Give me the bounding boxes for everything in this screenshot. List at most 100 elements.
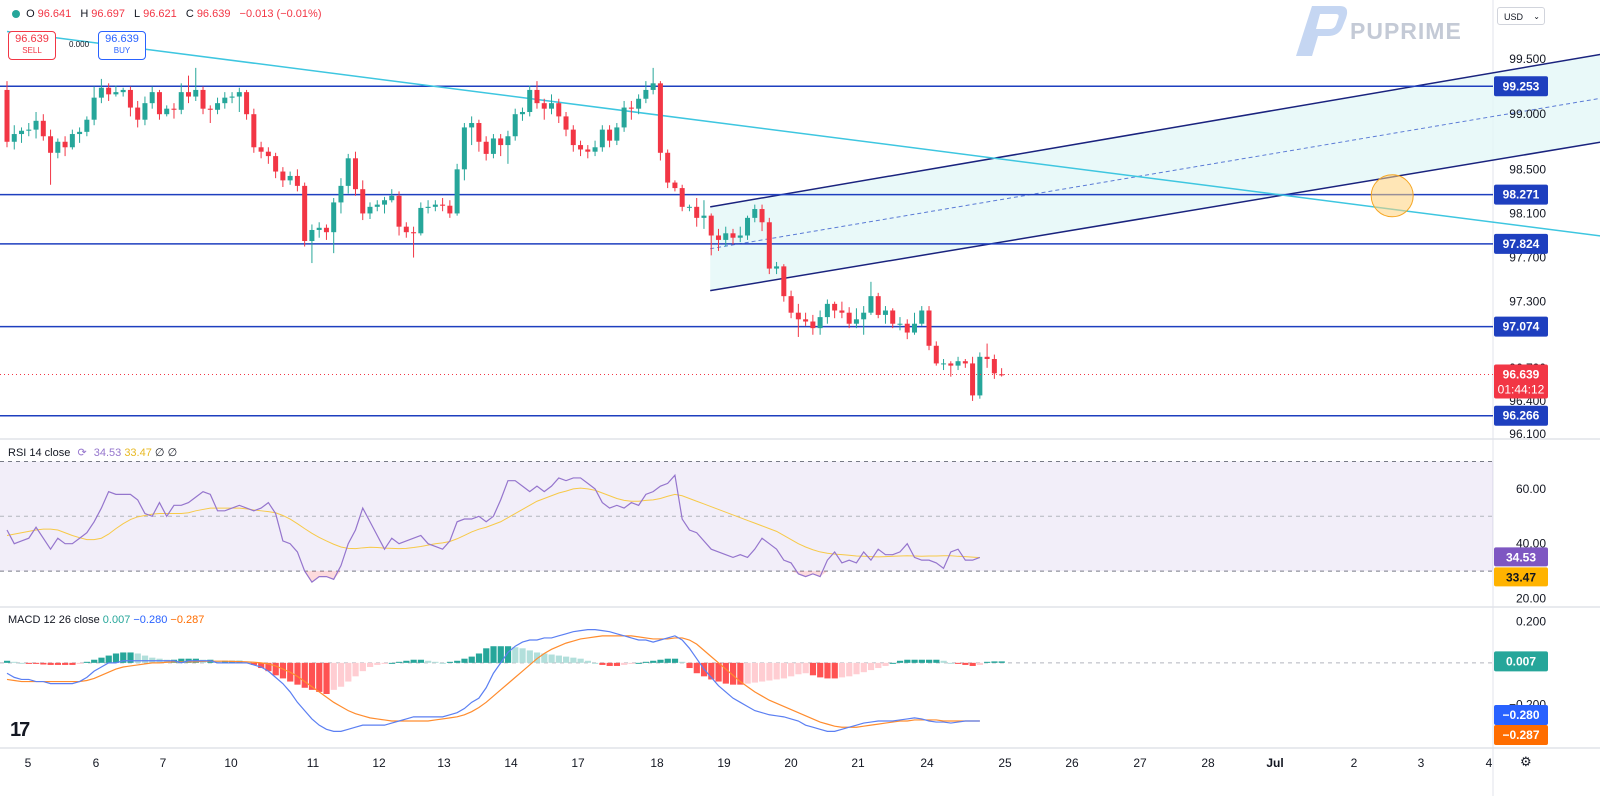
rsi-value-tag-label: 34.53 [1506,550,1536,564]
macd-histogram-bar [831,662,838,679]
time-tick-label: 13 [437,756,451,770]
macd-histogram-bar [221,660,228,663]
candle-body [715,235,721,240]
macd-histogram-bar [337,662,345,687]
settings-gear-icon[interactable]: ⚙ [1520,754,1532,769]
candle-body [853,319,859,324]
macd-histogram-bar [134,653,141,663]
ohlc-open: O 96.641 [26,8,72,20]
candle-body [418,207,424,234]
candle-body [621,107,627,128]
candle-body [287,175,293,181]
buy-button[interactable]: 96.639 BUY [98,31,146,60]
macd-histogram-bar [127,652,134,663]
macd-histogram-bar [533,652,541,663]
brand-logo: PUPRIME [1290,4,1480,58]
candle-body [570,129,576,146]
macd-histogram-bar [846,662,853,677]
candle-body [171,108,177,110]
macd-histogram-bar [475,653,483,663]
macd-histogram-bar [875,662,882,669]
time-tick-label: 24 [920,756,934,770]
macd-histogram-bar [911,659,918,663]
currency-selector[interactable]: USD ⌄ [1497,7,1545,25]
channel-upper-line [710,53,1600,208]
candle-body [454,169,460,214]
macd-histogram-bar [410,659,417,663]
tradingview-logo-icon[interactable]: 17 [10,719,30,741]
macd-histogram-bar [860,662,867,673]
rsi-legend: RSI 14 close ⟳ 34.53 33.47 ∅ ∅ [8,446,177,459]
time-tick-label: Jul [1266,756,1283,770]
macd-histogram-bar [802,662,809,674]
macd-histogram-bar [715,662,722,682]
level-tag-label: 96.266 [1503,409,1540,423]
ohlc-high: H 96.697 [80,8,125,20]
macd-histogram-bar [279,662,287,679]
candle-body [48,136,54,153]
macd-histogram-bar [178,658,185,663]
candle-body [549,103,554,109]
macd-histogram-bar [613,662,621,666]
macd-histogram-bar [766,662,773,681]
candle-body [599,129,605,148]
candle-body [759,209,765,223]
candle-body [200,89,206,109]
candle-body [832,303,838,311]
candle-body [810,321,816,329]
macd-title-label: MACD 12 26 close [8,614,100,626]
candle-body [672,182,678,189]
macd-histogram-bar [76,662,83,664]
macd-histogram-bar [882,662,889,666]
macd-histogram-bar [345,662,352,682]
macd-legend: MACD 12 26 close 0.007 −0.280 −0.287 [8,614,204,626]
ohlc-change: −0.013 (−0.01%) [239,8,322,20]
macd-histogram-bar [838,662,846,678]
candle-body [737,235,743,238]
last-price-tag [1494,364,1548,399]
macd-histogram-bar [432,661,439,663]
time-tick-label: 19 [717,756,731,770]
macd-histogram-bar [69,662,76,665]
candle-body [360,189,366,214]
macd-histogram-bar [708,662,715,680]
macd-value-tag [1494,705,1548,725]
time-tick-label: 4 [1486,756,1493,770]
candle-body [578,145,584,150]
macd-histogram-bar [388,662,395,664]
macd-histogram-bar [548,654,555,663]
sell-button[interactable]: 96.639 SELL [8,31,56,60]
refresh-icon[interactable]: ⟳ [77,447,87,459]
candle-body [795,312,801,320]
macd-histogram-bar [112,653,120,663]
candle-body [345,158,351,186]
price-tick-label: 99.500 [1509,52,1546,66]
candle-body [374,204,380,207]
candle-body [106,87,112,95]
candle-body [432,204,438,207]
rsi-ma-value-tag [1494,567,1548,587]
macd-histogram-bar [425,660,432,663]
highlight-marker [1370,174,1414,218]
candle-body [156,92,162,115]
candle-body [527,89,533,112]
candle-body [273,156,279,172]
time-tick-label: 10 [224,756,238,770]
macd-histogram-bar [984,661,991,663]
macd-signal-value-tag-label: −0.287 [1502,728,1539,742]
macd-histogram-bar [439,662,446,664]
candle-body [62,141,68,148]
candle-body [897,323,903,325]
macd-histogram-bar [751,662,758,683]
candle-body [127,89,133,108]
time-tick-label: 12 [372,756,386,770]
candle-body [411,232,417,234]
candle-body [694,206,700,218]
candle-body [4,89,10,142]
price-tick-label: 96.100 [1509,427,1546,441]
macd-histogram-bar [526,650,533,663]
candle-body [752,209,758,218]
macd-histogram-bar [759,662,766,682]
candle-body [396,195,402,227]
